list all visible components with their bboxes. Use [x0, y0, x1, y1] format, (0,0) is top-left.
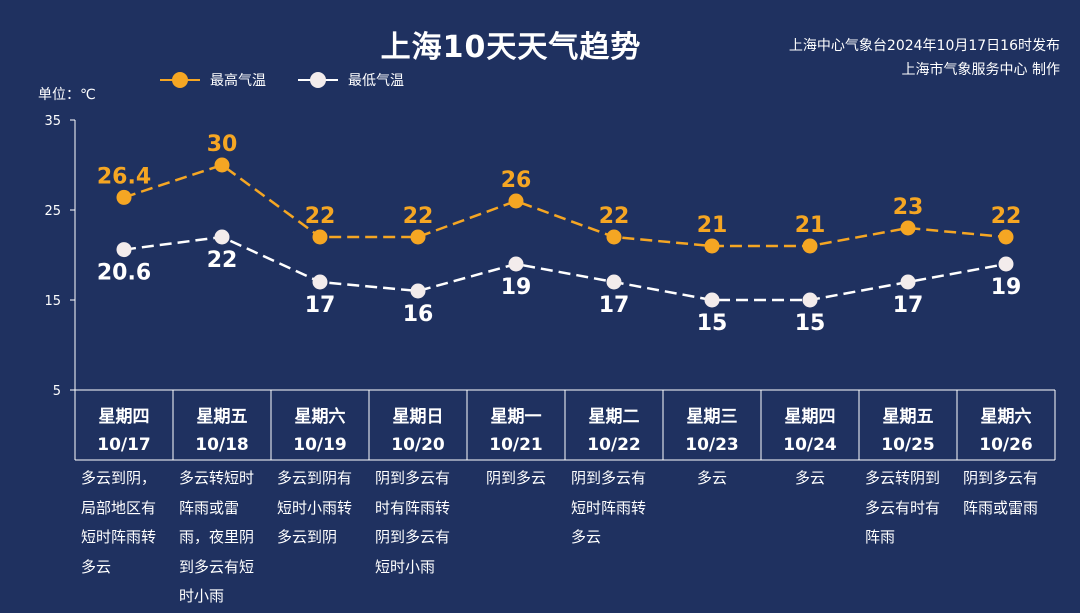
y-tick-label: 35: [44, 114, 61, 129]
low-temp-point: [214, 229, 230, 245]
low-temp-label: 17: [305, 293, 336, 318]
low-temp-label: 19: [501, 275, 532, 300]
weekday-label: 星期二: [589, 407, 640, 427]
low-temp-point: [508, 256, 524, 272]
high-temp-label: 21: [697, 213, 728, 238]
weekday-label: 星期五: [197, 407, 248, 427]
weather-description: 阴到多云有阵雨或雷雨: [963, 469, 1039, 517]
weekday-label: 星期四: [785, 407, 836, 427]
date-label: 10/18: [195, 435, 249, 455]
low-temp-point: [312, 274, 328, 290]
low-temp-label: 22: [207, 248, 238, 273]
date-label: 10/25: [881, 435, 935, 455]
weekday-label: 星期六: [981, 406, 1032, 427]
date-label: 10/20: [391, 435, 445, 455]
unit-label: 单位：℃: [38, 87, 96, 103]
high-temp-label: 30: [207, 132, 238, 157]
weekday-label: 星期六: [295, 406, 346, 427]
low-temp-label: 17: [893, 293, 924, 318]
y-tick-label: 5: [53, 384, 61, 399]
weather-description: 阴到多云: [485, 469, 546, 487]
legend-item-high: 最高气温: [160, 70, 266, 90]
high-temp-point: [704, 238, 720, 254]
weather-description: 多云: [696, 469, 727, 487]
low-temp-label: 16: [403, 302, 434, 327]
legend-item-low: 最低气温: [298, 70, 404, 90]
weather-description: 多云转短时阵雨或雷雨，夜里阴到多云有短时小雨: [179, 469, 255, 605]
high-temp-label: 22: [991, 204, 1022, 229]
low-temp-point: [998, 256, 1014, 272]
high-temp-label: 22: [403, 204, 434, 229]
low-temp-point: [116, 242, 132, 258]
low-temp-point: [802, 292, 818, 308]
weather-description: 阴到多云有短时阵雨转多云: [571, 469, 647, 546]
low-temp-label: 15: [697, 311, 728, 336]
source-publisher: 上海中心气象台2024年10月17日16时发布: [788, 38, 1060, 54]
high-temp-point: [116, 189, 132, 205]
weather-description: 多云: [794, 469, 825, 487]
high-temp-point: [802, 238, 818, 254]
low-temp-point: [900, 274, 916, 290]
date-label: 10/21: [489, 435, 543, 455]
legend: 最高气温 最低气温: [160, 70, 404, 90]
low-temp-point: [704, 292, 720, 308]
high-temp-label: 26.4: [97, 164, 151, 189]
high-temp-point: [606, 229, 622, 245]
high-temp-point: [998, 229, 1014, 245]
weekday-label: 星期三: [687, 407, 738, 427]
weather-description: 多云到阴，局部地区有短时阵雨转多云: [81, 469, 157, 576]
low-temp-label: 19: [991, 275, 1022, 300]
weekday-label: 星期日: [393, 407, 444, 427]
weekday-label: 星期一: [491, 407, 542, 427]
date-label: 10/19: [293, 435, 347, 455]
date-label: 10/17: [97, 435, 151, 455]
legend-marker-high: [160, 70, 200, 90]
y-tick-label: 25: [44, 204, 61, 219]
high-temp-label: 22: [599, 204, 630, 229]
high-temp-point: [508, 193, 524, 209]
low-temp-point: [410, 283, 426, 299]
high-temp-point: [214, 157, 230, 173]
date-label: 10/22: [587, 435, 641, 455]
date-label: 10/24: [783, 435, 837, 455]
high-temp-label: 22: [305, 204, 336, 229]
high-temp-point: [312, 229, 328, 245]
low-temp-label: 20.6: [97, 261, 151, 286]
high-temp-point: [410, 229, 426, 245]
weather-description: 多云转阴到多云有时有阵雨: [865, 469, 941, 546]
date-label: 10/23: [685, 435, 739, 455]
weather-description: 阴到多云有时有阵雨转阴到多云有短时小雨: [375, 469, 451, 576]
high-temp-label: 21: [795, 213, 826, 238]
legend-label-high: 最高气温: [210, 73, 266, 89]
date-label: 10/26: [979, 435, 1033, 455]
weekday-label: 星期四: [99, 407, 150, 427]
legend-marker-low: [298, 70, 338, 90]
y-tick-label: 15: [44, 294, 61, 309]
low-temp-line: [123, 235, 1007, 302]
low-temp-label: 15: [795, 311, 826, 336]
high-temp-point: [900, 220, 916, 236]
high-temp-label: 26: [501, 168, 532, 193]
low-temp-point: [606, 274, 622, 290]
source-info: 上海中心气象台2024年10月17日16时发布 上海市气象服务中心 制作: [789, 34, 1060, 82]
high-temp-line: [123, 163, 1007, 248]
high-temp-label: 23: [893, 195, 924, 220]
legend-label-low: 最低气温: [348, 73, 404, 89]
source-producer: 上海市气象服务中心 制作: [901, 62, 1060, 78]
weather-description: 多云到阴有短时小雨转多云到阴: [277, 469, 353, 546]
low-temp-label: 17: [599, 293, 630, 318]
weekday-label: 星期五: [883, 407, 934, 427]
chart-title: 上海10天天气趋势: [380, 30, 642, 65]
